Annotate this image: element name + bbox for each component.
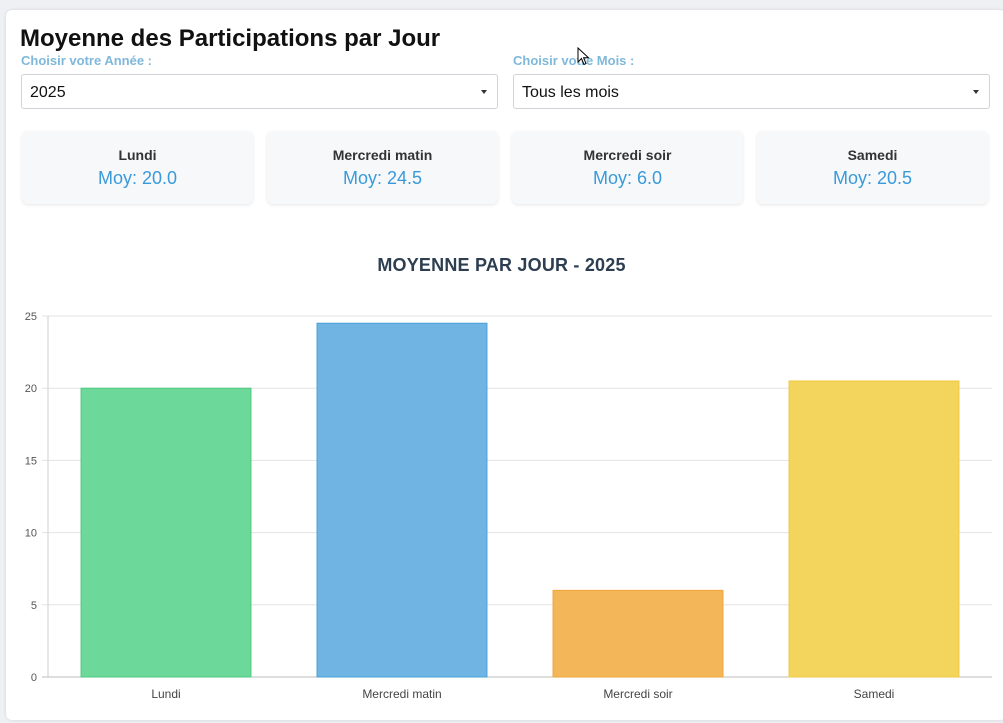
year-select-value: 2025 bbox=[30, 84, 66, 101]
year-label: Choisir votre Année : bbox=[21, 53, 152, 68]
month-label: Choisir votre Mois : bbox=[513, 53, 635, 68]
y-tick-label: 10 bbox=[25, 528, 37, 540]
chevron-down-icon bbox=[973, 90, 979, 94]
x-tick-label: Mercredi matin bbox=[362, 687, 441, 701]
bar-mercredi-soir bbox=[552, 589, 724, 678]
stat-card-lundi: Lundi Moy: 20.0 bbox=[22, 131, 253, 204]
y-tick-label: 25 bbox=[25, 311, 37, 323]
stat-average: Moy: 20.5 bbox=[832, 168, 913, 188]
mouse-pointer-icon bbox=[577, 47, 590, 66]
stat-average: Moy: 6.0 bbox=[592, 168, 663, 188]
stat-card-samedi: Samedi Moy: 20.5 bbox=[757, 131, 988, 204]
chart-title: MOYENNE PAR JOUR - 2025 bbox=[377, 255, 626, 275]
x-tick-label: Mercredi soir bbox=[603, 687, 672, 701]
bar-mercredi-matin bbox=[316, 322, 488, 678]
stat-card-mercredi-matin: Mercredi matin Moy: 24.5 bbox=[267, 131, 498, 204]
stat-day: Mercredi soir bbox=[583, 147, 672, 163]
month-select-value: Tous les mois bbox=[522, 84, 619, 101]
bar-lundi bbox=[80, 387, 252, 678]
y-tick-label: 0 bbox=[31, 672, 37, 684]
x-tick-label: Lundi bbox=[151, 687, 180, 701]
y-tick-label: 15 bbox=[25, 455, 37, 467]
bar-samedi bbox=[788, 380, 960, 678]
stat-day: Lundi bbox=[118, 147, 157, 163]
stat-day: Mercredi matin bbox=[332, 147, 433, 163]
month-select[interactable]: Tous les mois bbox=[513, 74, 990, 109]
year-select[interactable]: 2025 bbox=[21, 74, 498, 109]
y-tick-label: 5 bbox=[31, 600, 37, 612]
chevron-down-icon bbox=[481, 90, 487, 94]
page-title: Moyenne des Participations par Jour bbox=[20, 25, 441, 52]
stat-day: Samedi bbox=[847, 147, 898, 163]
stat-average: Moy: 24.5 bbox=[342, 168, 423, 188]
stat-average: Moy: 20.0 bbox=[97, 168, 178, 188]
x-tick-label: Samedi bbox=[854, 687, 895, 701]
stat-card-mercredi-soir: Mercredi soir Moy: 6.0 bbox=[512, 131, 743, 204]
y-tick-label: 20 bbox=[25, 383, 37, 395]
